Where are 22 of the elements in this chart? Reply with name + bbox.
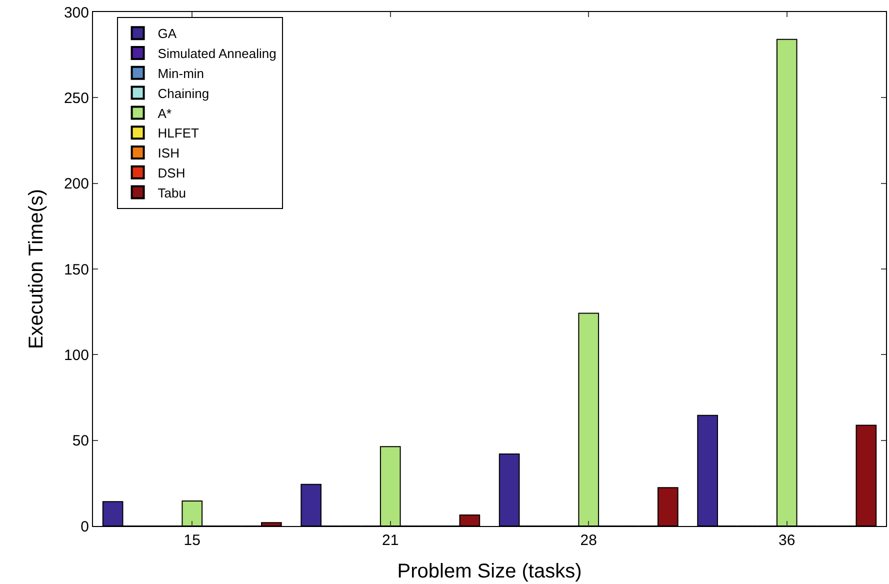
y-tick-label: 300 xyxy=(64,4,89,22)
legend-label: GA xyxy=(158,26,177,42)
legend-label: DSH xyxy=(158,165,186,180)
x-tick-label: 28 xyxy=(580,532,597,549)
legend-label: Simulated Annealing xyxy=(158,46,276,62)
legend-label: HLFET xyxy=(158,126,200,141)
y-tick-label: 0 xyxy=(80,518,89,536)
legend-label: Chaining xyxy=(158,86,210,101)
y-tick-label: 250 xyxy=(64,90,89,107)
legend-label: A* xyxy=(158,106,172,121)
legend-label: ISH xyxy=(158,146,180,161)
legend-label: Min-min xyxy=(158,66,204,81)
y-tick-label: 100 xyxy=(64,346,89,364)
y-axis-title: Execution Time(s) xyxy=(25,188,48,350)
x-tick-label: 21 xyxy=(382,532,399,549)
x-tick-label: 15 xyxy=(184,532,200,549)
y-tick-label: 150 xyxy=(64,261,89,278)
legend-label: Tabu xyxy=(158,185,186,200)
y-tick-label: 200 xyxy=(64,176,89,193)
x-tick-label: 36 xyxy=(778,532,796,549)
y-tick-label: 50 xyxy=(72,432,89,450)
x-axis-title: Problem Size (tasks) xyxy=(397,560,582,582)
